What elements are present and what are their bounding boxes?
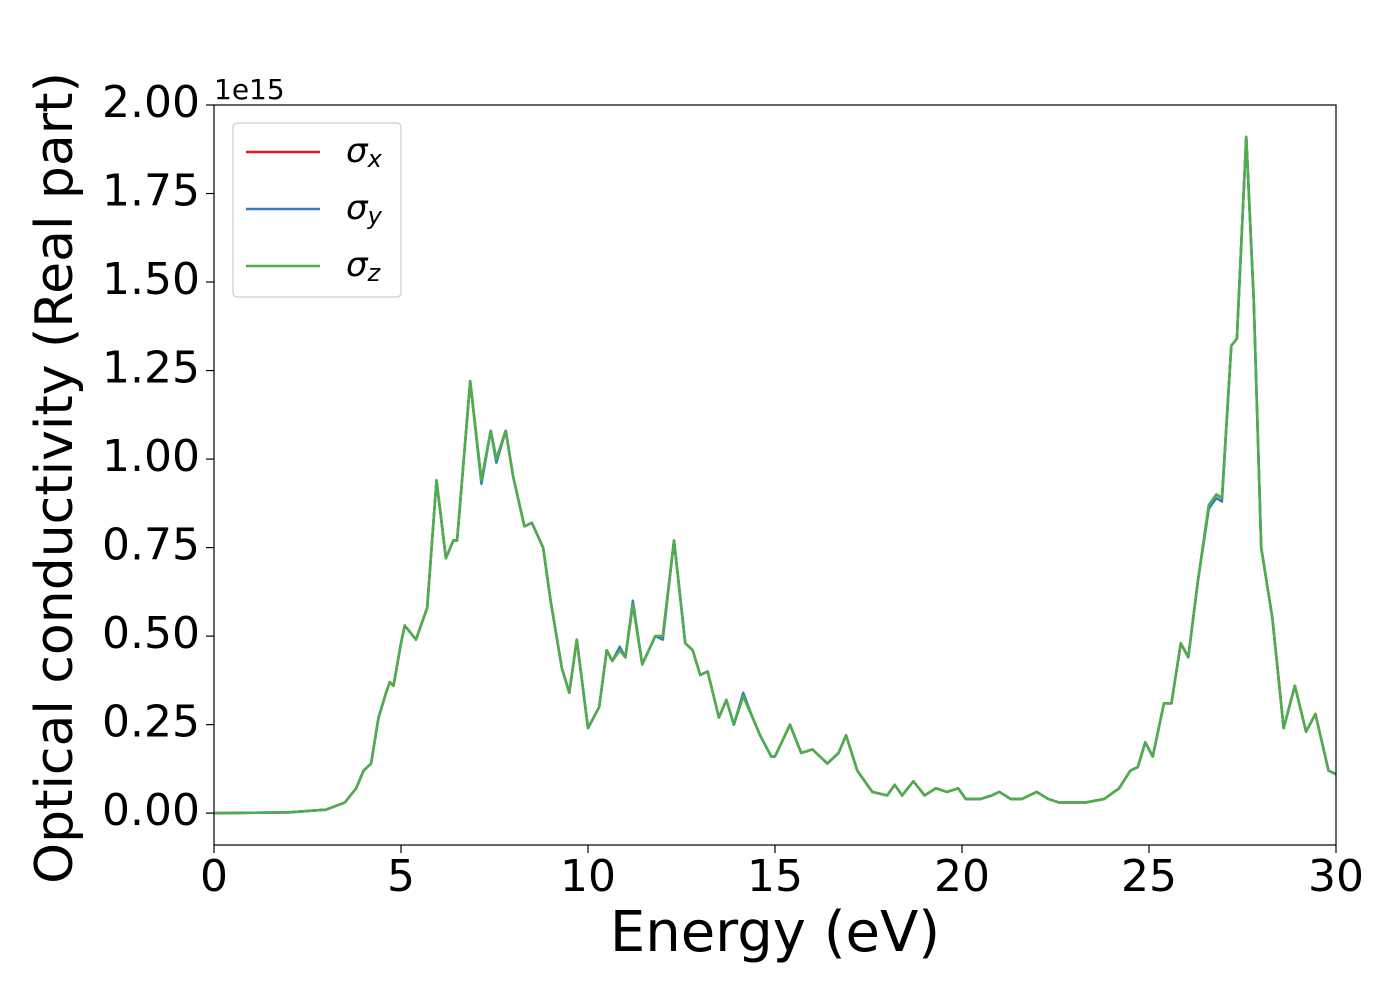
x-tick-label: 5: [387, 851, 415, 902]
y-tick-label: 1.25: [102, 343, 200, 394]
y-tick-label: 1.00: [102, 431, 200, 482]
x-tick-label: 25: [1121, 851, 1177, 902]
x-tick-label: 10: [560, 851, 616, 902]
x-tick-label: 0: [200, 851, 228, 902]
y-tick-label: 1.75: [102, 166, 200, 217]
plot-frame: [213, 104, 1337, 846]
x-tick-label: 30: [1308, 851, 1364, 902]
legend-label: σz: [346, 245, 382, 288]
legend-label: σx: [346, 131, 383, 174]
y-tick-label: 0.00: [102, 785, 200, 836]
x-axis-label: Energy (eV): [610, 900, 940, 965]
y-tick-label: 2.00: [102, 77, 200, 128]
y-tick-label: 0.25: [102, 697, 200, 748]
y-offset-label: 1e15: [214, 73, 285, 106]
y-axis-label: Optical conductivity (Real part): [25, 72, 85, 884]
x-tick-label: 15: [747, 851, 803, 902]
y-tick-label: 0.75: [102, 520, 200, 571]
legend-label: σy: [346, 188, 383, 231]
x-tick-label: 20: [934, 851, 990, 902]
series-line: [214, 135, 1336, 815]
y-tick-label: 1.50: [102, 254, 200, 305]
y-tick-label: 0.50: [102, 608, 200, 659]
